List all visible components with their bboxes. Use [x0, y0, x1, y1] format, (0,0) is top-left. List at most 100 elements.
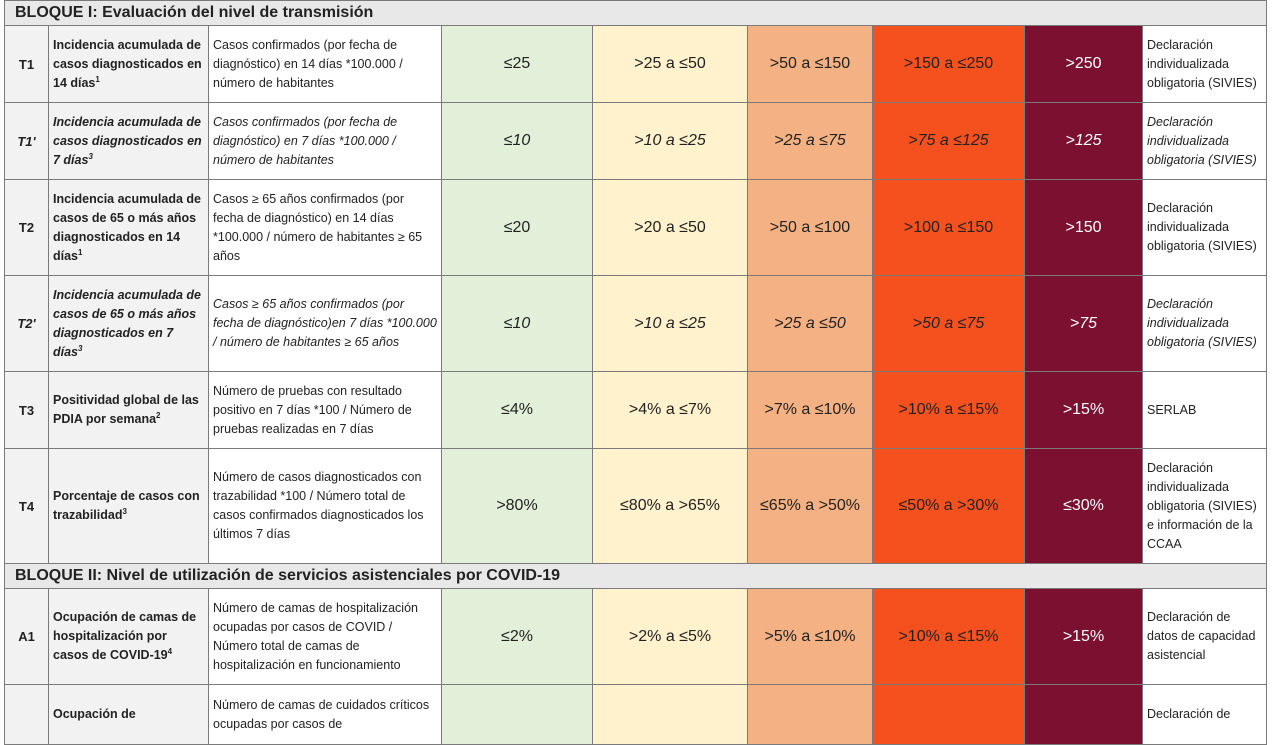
data-source: Declaración de datos de capacidad asiste…: [1141, 588, 1268, 685]
footnote-marker: 4: [167, 646, 173, 656]
indicator-code: T2: [4, 179, 49, 276]
level-1-threshold: ≤4%: [441, 371, 593, 449]
footnote-marker: 3: [88, 151, 93, 161]
threshold-value: ≤65% a >50%: [760, 497, 860, 514]
threshold-value: >50 a ≤75: [912, 314, 985, 332]
indicator-name: Ocupación de: [48, 684, 209, 745]
data-source: Declaración individualizada obligatoria …: [1141, 275, 1268, 372]
threshold-value: >20 a ≤50: [634, 218, 706, 236]
threshold-value: ≤2%: [501, 627, 533, 645]
threshold-value: ≤10: [503, 132, 531, 149]
indicator-definition: Número de casos diagnosticados con traza…: [208, 448, 442, 564]
table-row: T4 Porcentaje de casos con trazabilidad3 N…: [4, 448, 1268, 564]
indicator-name: Porcentaje de casos con trazabilidad3: [48, 448, 209, 564]
level-5-threshold: >15%: [1024, 371, 1143, 449]
indicator-name-text: Incidencia acumulada de casos de 65 o má…: [53, 287, 201, 359]
indicator-name-text: Incidencia acumulada de casos de 65 o má…: [53, 191, 201, 263]
threshold-value: ≤10: [503, 314, 531, 332]
table-row: T1' Incidencia acumulada de casos diagnos…: [4, 102, 1268, 180]
level-3-threshold: >50 a ≤100: [747, 179, 873, 276]
level-4-threshold: [872, 684, 1025, 745]
indicator-definition: Número de camas de cuidados críticos ocu…: [208, 684, 442, 745]
indicator-definition: Casos ≥ 65 años confirmados (por fecha d…: [208, 275, 442, 372]
level-1-threshold: ≤2%: [441, 588, 593, 685]
threshold-value: >25 a ≤50: [774, 314, 846, 332]
threshold-value: ≤30%: [1063, 497, 1104, 514]
threshold-value: >5% a ≤10%: [764, 627, 856, 645]
indicator-code: T4: [4, 448, 49, 564]
indicator-definition: Número de pruebas con resultado positivo…: [208, 371, 442, 449]
threshold-value: >4% a ≤7%: [628, 401, 712, 418]
threshold-value: ≤25: [503, 55, 531, 72]
section-header-bloque-1: BLOQUE I: Evaluación del nivel de transm…: [3, 0, 1268, 26]
indicator-name-text: Ocupación de: [53, 707, 136, 721]
indicator-name: Ocupación de camas de hospitalización po…: [48, 588, 209, 685]
threshold-value: >150: [1065, 218, 1102, 236]
level-4-threshold: >75 a ≤125: [872, 102, 1025, 180]
level-4-threshold: >100 a ≤150: [872, 179, 1025, 276]
level-5-threshold: >250: [1024, 25, 1143, 103]
data-source: Declaración individualizada obligatoria …: [1141, 25, 1268, 103]
table-row: T1 Incidencia acumulada de casos diagnost…: [4, 25, 1268, 103]
level-3-threshold: >7% a ≤10%: [747, 371, 873, 449]
level-5-threshold: >75: [1024, 275, 1143, 372]
indicator-definition: Casos ≥ 65 años confirmados (por fecha d…: [208, 179, 442, 276]
threshold-value: >150 a ≤250: [903, 55, 994, 72]
indicator-name: Incidencia acumulada de casos diagnostic…: [48, 25, 209, 103]
level-1-threshold: >80%: [441, 448, 593, 564]
level-1-threshold: [441, 684, 593, 745]
footnote-marker: 3: [122, 506, 127, 516]
section-title: BLOQUE II: Nivel de utilización de servi…: [3, 563, 1268, 589]
threshold-value: >25 a ≤50: [634, 55, 706, 72]
indicator-definition: Casos confirmados (por fecha de diagnóst…: [208, 25, 442, 103]
threshold-value: >10% a ≤15%: [898, 401, 999, 418]
indicator-name: Positividad global de las PDIA por seman…: [48, 371, 209, 449]
level-2-threshold: >20 a ≤50: [592, 179, 748, 276]
indicator-code: T1: [4, 25, 49, 103]
indicator-name: Incidencia acumulada de casos de 65 o má…: [48, 179, 209, 276]
indicator-name-text: Positividad global de las PDIA por seman…: [53, 393, 199, 426]
level-5-threshold: ≤30%: [1024, 448, 1143, 564]
indicator-name-text: Ocupación de camas de hospitalización po…: [53, 610, 197, 662]
table-row: T2 Incidencia acumulada de casos de 65 o …: [4, 179, 1268, 276]
level-3-threshold: [747, 684, 873, 745]
indicator-name-text: Porcentaje de casos con trazabilidad: [53, 489, 200, 522]
threshold-value: >75: [1069, 314, 1098, 332]
level-1-threshold: ≤10: [441, 102, 593, 180]
footnote-marker: 1: [95, 74, 100, 84]
table-row: Ocupación de Número de camas de cuidados …: [4, 684, 1268, 745]
table-row: T3 Positividad global de las PDIA por sem…: [4, 371, 1268, 449]
level-4-threshold: >10% a ≤15%: [872, 371, 1025, 449]
level-1-threshold: ≤25: [441, 25, 593, 103]
level-2-threshold: >4% a ≤7%: [592, 371, 748, 449]
level-3-threshold: ≤65% a >50%: [747, 448, 873, 564]
indicator-name: Incidencia acumulada de casos diagnostic…: [48, 102, 209, 180]
indicator-definition: Casos confirmados (por fecha de diagnóst…: [208, 102, 442, 180]
data-source: Declaración de: [1141, 684, 1268, 745]
threshold-value: >250: [1065, 55, 1102, 72]
threshold-value: >10% a ≤15%: [898, 627, 999, 645]
threshold-value: >15%: [1062, 401, 1105, 418]
threshold-value: ≤4%: [501, 401, 533, 418]
data-source: Declaración individualizada obligatoria …: [1141, 448, 1268, 564]
table-row: T2' Incidencia acumulada de casos de 65 o…: [4, 275, 1268, 372]
indicator-definition: Número de camas de hospitalización ocupa…: [208, 588, 442, 685]
level-3-threshold: >25 a ≤75: [747, 102, 873, 180]
threshold-value: >50 a ≤150: [769, 55, 851, 72]
level-3-threshold: >5% a ≤10%: [747, 588, 873, 685]
level-4-threshold: >50 a ≤75: [872, 275, 1025, 372]
section-title: BLOQUE I: Evaluación del nivel de transm…: [3, 0, 1268, 26]
indicator-name-text: Incidencia acumulada de casos diagnostic…: [53, 37, 202, 90]
threshold-value: ≤20: [503, 218, 531, 236]
level-5-threshold: >150: [1024, 179, 1143, 276]
level-2-threshold: ≤80% a >65%: [592, 448, 748, 564]
indicator-name-text: Incidencia acumulada de casos diagnostic…: [53, 114, 202, 167]
threshold-value: >80%: [496, 497, 538, 514]
threshold-value: >10 a ≤25: [634, 132, 706, 149]
threshold-value: >7% a ≤10%: [764, 401, 856, 418]
threshold-value: >75 a ≤125: [908, 132, 989, 149]
footnote-marker: 3: [78, 343, 83, 353]
indicator-name: Incidencia acumulada de casos de 65 o má…: [48, 275, 209, 372]
indicator-code: A1: [4, 588, 49, 685]
footnote-marker: 2: [156, 410, 161, 420]
